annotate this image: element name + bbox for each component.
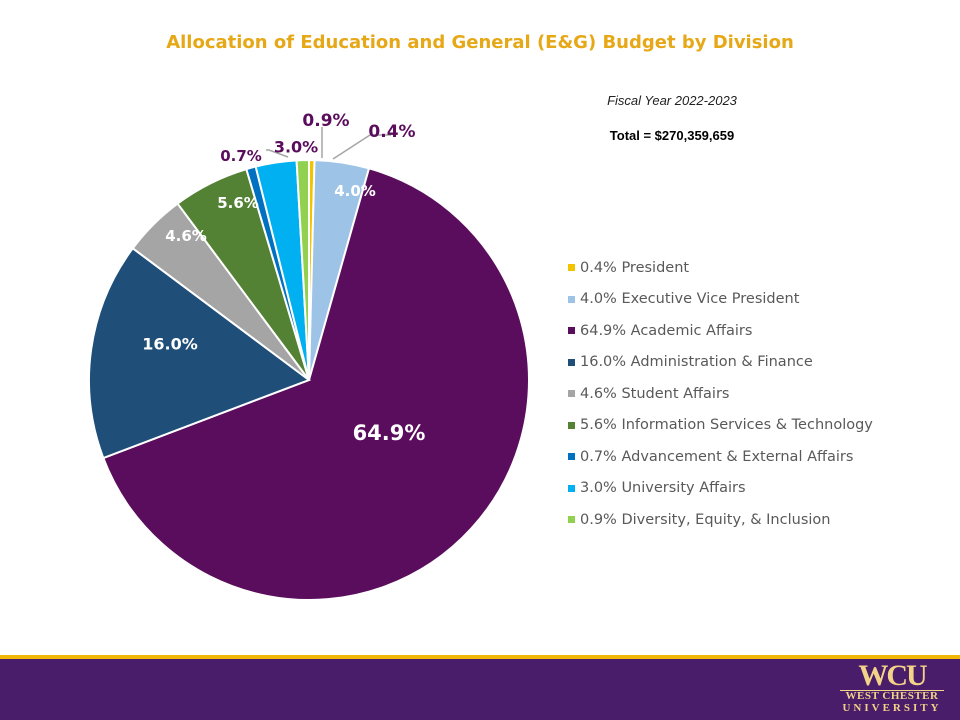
leader-line-0 bbox=[332, 134, 391, 160]
legend-label: 0.7% Advancement & External Affairs bbox=[580, 448, 854, 465]
pie-slice-3 bbox=[88, 246, 312, 460]
legend-item: 5.6% Information Services & Technology bbox=[568, 410, 873, 442]
legend-swatch bbox=[568, 484, 575, 492]
legend-label: 3.0% University Affairs bbox=[580, 480, 746, 497]
legend-swatch bbox=[568, 421, 575, 429]
data-label-3: 16.0% bbox=[142, 335, 198, 354]
logo-mark: WCU bbox=[858, 659, 927, 692]
fiscal-year-label: Fiscal Year 2022-2023 bbox=[607, 93, 737, 108]
legend-label: 0.9% Diversity, Equity, & Inclusion bbox=[580, 511, 831, 528]
logo-text-line2: UNIVERSITY bbox=[842, 702, 942, 714]
data-label-2: 64.9% bbox=[353, 421, 426, 445]
pie-slice-2 bbox=[102, 167, 530, 601]
legend-swatch bbox=[568, 390, 575, 398]
legend-item: 0.4% President bbox=[568, 252, 873, 284]
pie-slice-8 bbox=[295, 158, 310, 381]
legend-item: 4.0% Executive Vice President bbox=[568, 284, 873, 316]
data-label-1: 4.0% bbox=[334, 182, 376, 200]
legend-label: 16.0% Administration & Finance bbox=[580, 354, 813, 371]
data-label-5: 5.6% bbox=[217, 194, 259, 212]
legend-swatch bbox=[568, 453, 575, 461]
data-label-0: 0.4% bbox=[368, 122, 415, 142]
data-label-4: 4.6% bbox=[165, 227, 207, 245]
legend-swatch bbox=[568, 264, 575, 272]
legend-label: 5.6% Information Services & Technology bbox=[580, 417, 873, 434]
data-label-6: 0.7% bbox=[220, 147, 262, 165]
legend-item: 64.9% Academic Affairs bbox=[568, 315, 873, 347]
legend-label: 4.6% Student Affairs bbox=[580, 385, 730, 402]
legend-item: 3.0% University Affairs bbox=[568, 473, 873, 505]
chart-legend: 0.4% President 4.0% Executive Vice Presid… bbox=[568, 252, 873, 536]
legend-label: 4.0% Executive Vice President bbox=[580, 291, 800, 308]
footer-band bbox=[0, 659, 960, 720]
legend-swatch bbox=[568, 327, 575, 335]
legend-item: 0.9% Diversity, Equity, & Inclusion bbox=[568, 504, 873, 536]
chart-title: Allocation of Education and General (E&G… bbox=[166, 32, 794, 53]
legend-label: 0.4% President bbox=[580, 259, 690, 276]
data-label-8: 0.9% bbox=[302, 111, 349, 131]
footer-accent-line bbox=[0, 655, 960, 659]
leader-line-6 bbox=[266, 149, 289, 158]
legend-item: 16.0% Administration & Finance bbox=[568, 347, 873, 379]
legend-swatch bbox=[568, 516, 575, 524]
legend-swatch bbox=[568, 358, 575, 366]
logo-text-line1: WEST CHESTER bbox=[840, 690, 944, 702]
legend-item: 0.7% Advancement & External Affairs bbox=[568, 441, 873, 473]
university-logo: WCU WEST CHESTER UNIVERSITY bbox=[840, 659, 944, 718]
legend-label: 64.9% Academic Affairs bbox=[580, 322, 753, 339]
data-label-7: 3.0% bbox=[274, 138, 318, 157]
legend-item: 4.6% Student Affairs bbox=[568, 378, 873, 410]
budget-total: Total = $270,359,659 bbox=[609, 128, 735, 143]
legend-swatch bbox=[568, 295, 575, 303]
